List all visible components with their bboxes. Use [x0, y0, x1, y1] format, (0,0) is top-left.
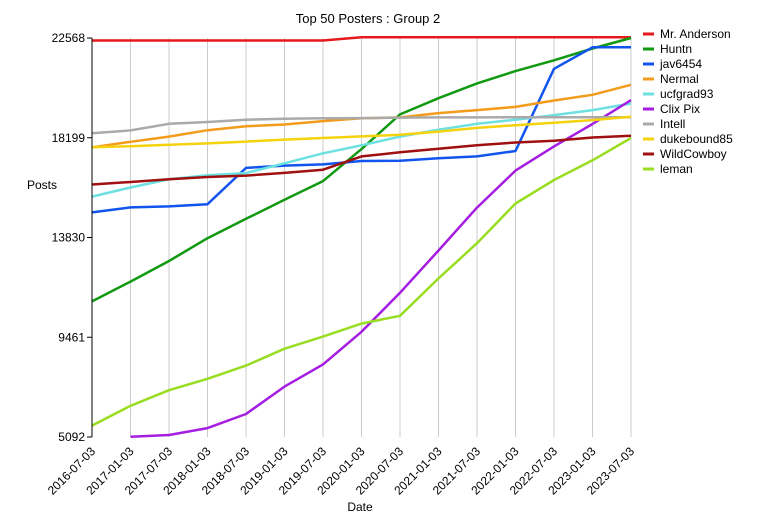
y-tick-labels: 5092 9461 13830 18199 22568 — [52, 31, 92, 444]
y-tick-label: 13830 — [52, 231, 86, 245]
series-line — [91, 46, 631, 214]
gridlines — [91, 38, 632, 437]
x-axis-label: Date — [347, 500, 373, 514]
legend-label: Mr. Anderson — [660, 27, 731, 41]
x-tick-labels: 2016-07-032017-01-032017-07-032018-01-03… — [45, 444, 638, 498]
legend-label: Huntn — [660, 42, 692, 56]
legend-label: WildCowboy — [660, 147, 727, 161]
series-line — [91, 115, 631, 135]
y-tick-label: 5092 — [58, 430, 85, 444]
y-tick-label: 22568 — [52, 31, 86, 45]
legend-label: Nermal — [660, 72, 699, 86]
series-line — [91, 115, 632, 149]
y-axis-label: Posts — [27, 178, 57, 192]
legend-label: Intell — [660, 117, 685, 131]
data-lines — [91, 36, 632, 439]
series-line — [91, 136, 632, 427]
chart-title: Top 50 Posters : Group 2 — [296, 11, 441, 26]
legend-label: dukebound85 — [660, 132, 733, 146]
series-line — [92, 36, 631, 42]
legend-label: leman — [660, 162, 693, 176]
legend-label: ucfgrad93 — [660, 87, 714, 101]
legend: Mr. AndersonHuntnjav6454Nermalucfgrad93C… — [643, 27, 733, 176]
y-tick-label: 18199 — [52, 131, 86, 145]
series-line — [91, 36, 632, 303]
legend-label: jav6454 — [659, 57, 702, 71]
series-line — [91, 134, 632, 186]
y-tick-label: 9461 — [58, 330, 85, 344]
legend-label: Clix Pix — [660, 102, 700, 116]
series-line — [130, 99, 632, 439]
